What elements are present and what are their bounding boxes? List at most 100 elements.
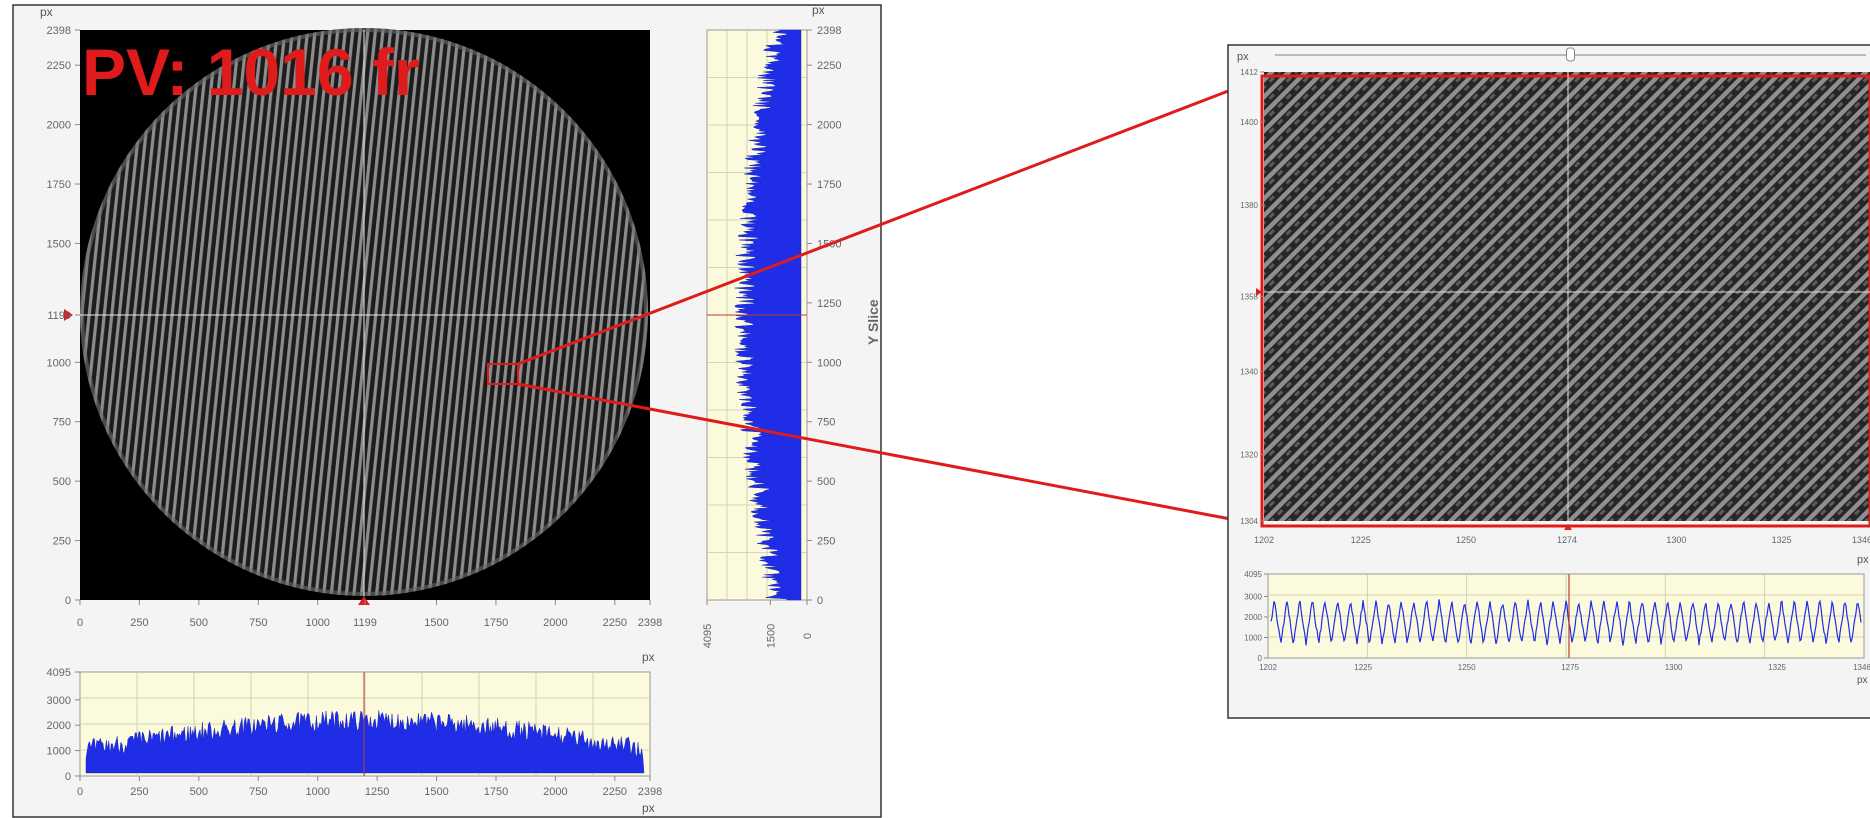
zoom-profile-x-tick-label: 1325: [1768, 663, 1786, 672]
y-slice-unit: px: [812, 3, 825, 17]
x-slice-x-tick-label: 1000: [305, 786, 329, 798]
image-x-tick-label: 500: [190, 617, 208, 629]
image-x-tick-label: 1199: [353, 617, 377, 629]
x-slice-x-tick-label: 2398: [638, 786, 662, 798]
zoom-profile-x-tick-label: 1346: [1853, 663, 1870, 672]
x-slice-unit: px: [642, 801, 655, 815]
y-slice-bottom-tick-label: 1500: [765, 624, 777, 648]
image-y-unit: px: [40, 5, 53, 19]
zoom-x-axis: 1202 1225 1250 1274 1300 1325 1346: [1254, 535, 1870, 545]
x-slice-profile: [85, 710, 645, 774]
image-x-tick-label: 1750: [484, 617, 508, 629]
x-slice-x-tick-label: 1750: [484, 786, 508, 798]
y-slice-tick-label: 500: [817, 476, 835, 488]
zoom-profile-x-tick-label: 1300: [1665, 663, 1683, 672]
zoom-profile-unit: px: [1857, 675, 1868, 686]
zoom-image-canvas[interactable]: [1264, 72, 1870, 521]
zoom-y-tick-label: 1358: [1240, 293, 1258, 302]
pv-label: PV: 1016 fr: [82, 35, 420, 109]
zoom-x-tick-label: 1300: [1666, 535, 1686, 545]
zoom-x-unit: px: [1857, 554, 1869, 566]
image-x-tick-label: 1500: [424, 617, 448, 629]
y-slice-tick-label: 1250: [817, 298, 841, 310]
zoom-y-tick-label: 1380: [1240, 201, 1258, 210]
y-slice-tick-label: 750: [817, 417, 835, 429]
image-y-tick-label: 2250: [47, 60, 71, 72]
zoom-x-tick-label: 1325: [1772, 535, 1792, 545]
image-y-tick-label: 2398: [47, 25, 71, 37]
image-y-tick-label: 750: [53, 417, 71, 429]
zoom-selection-frame: [1260, 74, 1870, 528]
zoom-y-tick-label: 1320: [1240, 450, 1258, 459]
image-y-tick-label: 1750: [47, 179, 71, 191]
zoom-selection-box[interactable]: [487, 363, 519, 385]
x-slice-plot: px 4095 3000 2000 1000 0 0 250 500 750 1000 1250 1…: [47, 650, 663, 815]
main-panel: PV: 1016 fr px 2398 2250 2000 1750 1500 1199 1…: [12, 3, 882, 818]
zoom-connector-bottom: [517, 382, 1263, 527]
zoom-x-tick-label: 1250: [1456, 535, 1476, 545]
zoom-panel: px 1412 1400 1380 1358 1340 1320 1304 1202 1225…: [1227, 44, 1870, 719]
y-slice-tick-label: 2398: [817, 25, 841, 37]
image-x-tick-label: 2250: [603, 617, 627, 629]
zoom-y-cursor-icon[interactable]: [1256, 288, 1262, 296]
x-slice-x-tick-label: 1250: [365, 786, 389, 798]
zoom-profile-y-tick-label: 1000: [1244, 633, 1262, 642]
zoom-profile-y-tick-label: 2000: [1244, 613, 1262, 622]
image-y-axis: 2398 2250 2000 1750 1500 1199 1000 750 500 250 0: [47, 25, 80, 607]
y-slice-tick-label: 1000: [817, 357, 841, 369]
image-y-tick-label: 1199: [47, 310, 71, 322]
image-x-axis: 0 250 500 750 1000 1199 1500 1750 2000 2250 2398: [77, 600, 662, 629]
zoom-connector-top: [517, 76, 1263, 366]
image-x-tick-label: 2398: [638, 617, 662, 629]
image-y-tick-label: 2000: [47, 120, 71, 132]
x-slice-y-tick-label: 1000: [47, 746, 71, 758]
image-x-tick-label: 2000: [543, 617, 567, 629]
x-slice-x-tick-label: 2250: [603, 786, 627, 798]
x-slice-y-tick-label: 3000: [47, 695, 71, 707]
zoom-profile-x-tick-label: 1275: [1561, 663, 1579, 672]
x-cursor-marker-icon[interactable]: [358, 596, 370, 605]
y-slice-bottom-tick-label: 0: [802, 633, 814, 639]
image-x-tick-label: 1000: [305, 617, 329, 629]
image-y-tick-label: 500: [53, 476, 71, 488]
image-x-unit: px: [642, 650, 655, 664]
y-slice-tick-label: 250: [817, 536, 835, 548]
image-y-tick-label: 1000: [47, 357, 71, 369]
zoom-y-tick-label: 1412: [1240, 68, 1258, 77]
zoom-y-tick-label: 1400: [1240, 118, 1258, 127]
image-x-tick-label: 250: [130, 617, 148, 629]
zoom-y-tick-label: 1304: [1240, 517, 1258, 526]
y-slice-plot: px 2398 2250 2000 1750 1500 1250 1000 750 500 250…: [702, 3, 881, 648]
zoom-x-tick-label: 1346: [1852, 535, 1870, 545]
x-slice-y-tick-label: 0: [65, 771, 71, 783]
zoom-profile-x-tick-label: 1250: [1458, 663, 1476, 672]
y-slice-tick-label: 2000: [817, 120, 841, 132]
image-x-tick-label: 750: [249, 617, 267, 629]
x-slice-x-tick-label: 250: [130, 786, 148, 798]
x-slice-y-tick-label: 2000: [47, 720, 71, 732]
y-slice-title: Y Slice: [865, 299, 881, 345]
y-slice-bottom-tick-label: 4095: [702, 624, 714, 648]
image-x-tick-label: 0: [77, 617, 83, 629]
zoom-y-tick-label: 1340: [1240, 367, 1258, 376]
zoom-slider-thumb[interactable]: [1566, 47, 1575, 62]
zoom-profile-y-tick-label: 3000: [1244, 592, 1262, 601]
x-slice-y-tick-label: 4095: [47, 667, 71, 679]
zoom-x-tick-label: 1225: [1351, 535, 1371, 545]
y-cursor-marker-icon[interactable]: [64, 309, 73, 321]
zoom-x-tick-label: 1274: [1557, 535, 1577, 545]
y-slice-tick-label: 0: [817, 595, 823, 607]
image-y-tick-label: 1500: [47, 238, 71, 250]
image-y-tick-label: 0: [65, 595, 71, 607]
zoom-profile-x-tick-label: 1202: [1259, 663, 1277, 672]
zoom-profile-y-tick-label: 4095: [1244, 570, 1262, 579]
y-slice-tick-label: 1750: [817, 179, 841, 191]
zoom-profile-line: [1270, 599, 1862, 646]
zoom-y-axis: 1412 1400 1380 1358 1340 1320 1304: [1240, 68, 1264, 526]
x-slice-x-tick-label: 0: [77, 786, 83, 798]
y-slice-tick-label: 2250: [817, 60, 841, 72]
zoom-x-cursor-icon[interactable]: [1564, 524, 1572, 530]
zoom-y-unit: px: [1237, 51, 1249, 63]
x-slice-x-tick-label: 2000: [543, 786, 567, 798]
